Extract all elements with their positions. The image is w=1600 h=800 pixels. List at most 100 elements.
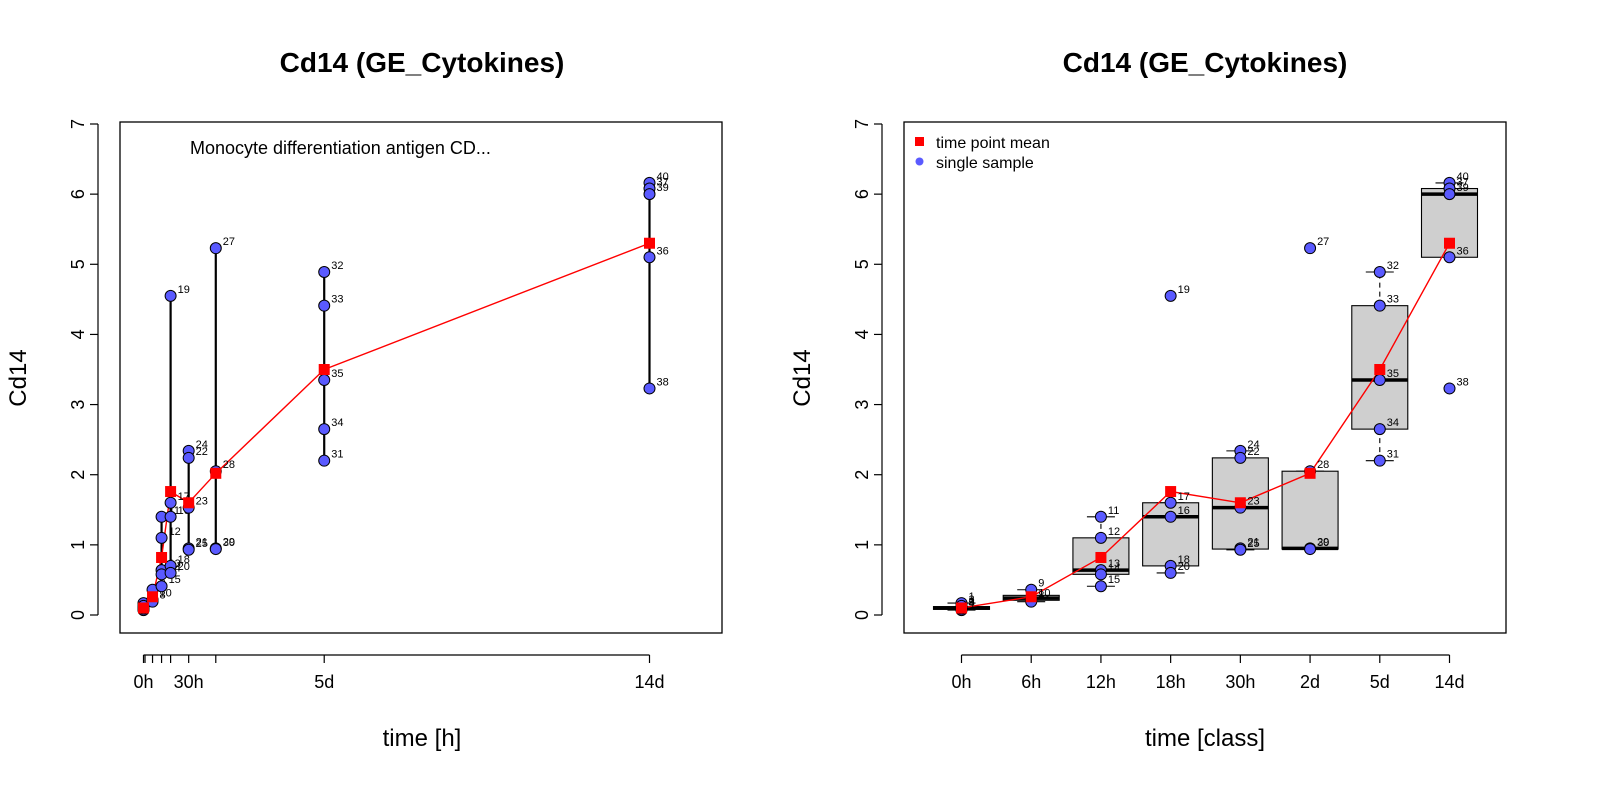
right-sample-point (1094, 531, 1107, 544)
right-sample-label: 25 (1247, 538, 1259, 550)
left-y-tick-label: 7 (68, 119, 88, 129)
right-y-tick-label: 4 (852, 329, 872, 339)
right-sample-label: 37 (1457, 177, 1469, 189)
left-sample-point (318, 266, 331, 279)
left-mean-marker (156, 551, 168, 563)
right-mean-marker (956, 602, 967, 614)
right-sample-label: 38 (1457, 376, 1469, 388)
right-sample-label: 27 (1317, 236, 1329, 248)
legend-mean-marker (915, 137, 924, 146)
right-y-tick-label: 2 (852, 470, 872, 480)
left-sample-label: 39 (657, 182, 669, 194)
right-y-axis-label: Cd14 (789, 349, 816, 406)
right-boxes (932, 182, 1479, 611)
left-mean-marker (147, 591, 159, 603)
right-sample-point (1094, 510, 1107, 523)
right-mean-line (961, 242, 1451, 609)
left-x-axis: 0h 30h 5d 14d (133, 654, 665, 692)
left-sample-label: 34 (331, 417, 343, 429)
right-x-axis-label: time [class] (1145, 725, 1265, 752)
right-sample-label: 16 (1178, 505, 1190, 517)
left-y-tick-label: 5 (68, 259, 88, 269)
right-sample-label: 13 (1108, 558, 1120, 570)
right-x-tick-label: 5d (1370, 672, 1390, 692)
right-sample-label: 28 (1317, 459, 1329, 471)
right-sample-label: 17 (1178, 491, 1190, 503)
left-sample-label: 30 (223, 537, 235, 549)
right-sample-label: 18 (1178, 554, 1190, 566)
left-sample-label: 28 (223, 459, 235, 471)
left-sample-label: 37 (657, 177, 669, 189)
left-sample-label: 23 (196, 496, 208, 508)
right-sample-point (1443, 188, 1456, 201)
left-y-tick-label: 2 (68, 470, 88, 480)
right-sample-label: 34 (1387, 417, 1399, 429)
right-x-tick-label: 30h (1225, 672, 1255, 692)
right-sample-label: 31 (1387, 449, 1399, 461)
left-y-tick-label: 3 (68, 400, 88, 410)
right-sample-point (1234, 543, 1247, 556)
left-annotation: Monocyte differentiation antigen CD... (190, 138, 491, 158)
right-y-tick-label: 5 (852, 259, 872, 269)
left-sample-label: 38 (657, 376, 669, 388)
right-mean-marker (1095, 551, 1107, 563)
right-mean-marker (1304, 467, 1316, 479)
left-sample-point (643, 382, 656, 395)
right-sample-point (1373, 454, 1386, 467)
right-sample-label: 8 (1038, 590, 1044, 602)
right-sample-label: 9 (1038, 578, 1044, 590)
right-sample-label: 12 (1108, 526, 1120, 538)
right-sample-label: 20 (1178, 561, 1190, 573)
right-sample-point (1373, 299, 1386, 312)
right-mean-marker (1025, 591, 1037, 603)
right-sample-label: 23 (1247, 496, 1259, 508)
right-y-tick-label: 3 (852, 400, 872, 410)
right-sample-label: 30 (1317, 537, 1329, 549)
left-sample-label: 11 (169, 505, 180, 517)
right-mean-marker (1444, 237, 1455, 249)
left-sample-label: 29 (223, 536, 235, 548)
right-marks: 1234591081112131415191716182024222321252… (955, 171, 1469, 617)
left-sample-label: 27 (223, 236, 235, 248)
left-sample-label: 20 (178, 561, 190, 573)
left-sample-point (182, 451, 195, 464)
left-x-tick-label: 0h (133, 672, 153, 692)
legend: time point mean single sample (915, 135, 1050, 172)
left-sample-label: 35 (331, 368, 343, 380)
left-plot-frame (119, 121, 723, 634)
right-sample-label: 15 (1108, 574, 1120, 586)
right-sample-point (1373, 423, 1386, 436)
right-y-tick-label: 0 (852, 610, 872, 620)
right-sample-label: 33 (1387, 294, 1399, 306)
right-sample-label: 24 (1247, 439, 1259, 451)
left-sample-label: 21 (196, 536, 208, 548)
right-y-tick-label: 7 (852, 119, 872, 129)
right-chart-title: Cd14 (GE_Cytokines) (1063, 47, 1348, 78)
left-sample-label: 36 (657, 245, 669, 257)
right-x-tick-label: 2d (1300, 672, 1320, 692)
right-sample-label: 36 (1457, 245, 1469, 257)
left-sample-point (164, 510, 177, 523)
left-sample-label: 22 (196, 446, 208, 458)
left-mean-marker (165, 486, 177, 498)
right-sample-point (1094, 568, 1107, 581)
right-x-tick-label: 14d (1434, 672, 1464, 692)
right-sample-label: 5 (969, 597, 975, 609)
left-y-axis-label: Cd14 (5, 349, 32, 406)
left-x-axis-label: time [h] (383, 725, 462, 752)
right-y-tick-label: 6 (852, 189, 872, 199)
right-sample-point (1373, 374, 1386, 387)
left-x-tick-label: 5d (314, 672, 334, 692)
left-mean-marker (210, 467, 222, 479)
right-sample-label: 10 (1038, 588, 1050, 600)
left-sample-point (318, 299, 331, 312)
left-x-tick-label: 30h (174, 672, 204, 692)
left-chart-title: Cd14 (GE_Cytokines) (280, 47, 565, 78)
legend-sample-label: single sample (936, 155, 1034, 172)
left-sample-point (209, 543, 222, 556)
left-sample-point (318, 374, 331, 387)
left-mean-marker (183, 497, 195, 509)
right-y-axis: 0 1 2 3 4 5 6 7 (852, 119, 883, 620)
